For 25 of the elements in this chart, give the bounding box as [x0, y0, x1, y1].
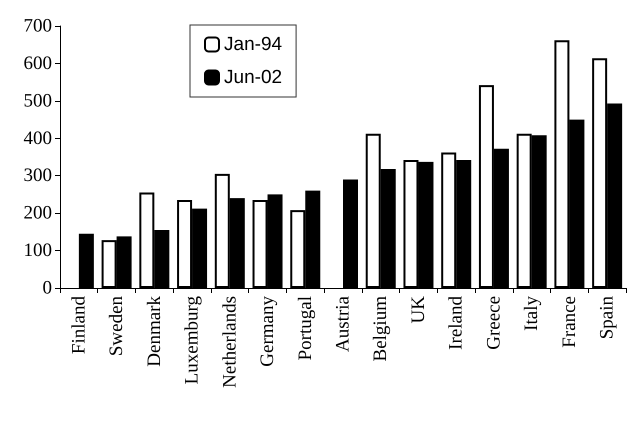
x-tick-label: Finland	[68, 296, 90, 354]
x-tick-label: Netherlands	[219, 296, 240, 388]
x-tick-label: Austria	[332, 295, 354, 352]
x-tick-label: Germany	[257, 296, 278, 367]
x-tick-label: Luxemburg	[182, 296, 203, 384]
y-tick-label: 200	[24, 202, 52, 224]
y-tick-label: 700	[24, 16, 52, 36]
x-tick-label: Spain	[596, 296, 618, 340]
x-tick-label: UK	[408, 296, 429, 324]
x-tick-label: Portugal	[294, 296, 316, 360]
legend-label: Jan-94	[224, 34, 283, 55]
x-tick-label: Greece	[483, 296, 504, 350]
legend-label: Jun-02	[224, 67, 282, 88]
y-tick-label: 0	[42, 278, 52, 298]
y-tick-label: 100	[24, 240, 52, 262]
x-tick-label: Italy	[521, 296, 542, 331]
x-tick-label: Belgium	[370, 296, 392, 362]
y-tick-label: 400	[24, 128, 52, 149]
y-tick-label: 300	[24, 165, 52, 186]
x-tick-label: France	[558, 296, 580, 348]
x-tick-label: Ireland	[446, 296, 467, 350]
y-tick-label: 500	[24, 90, 52, 112]
x-tick-label: Sweden	[106, 296, 128, 356]
y-tick-label: 600	[24, 52, 52, 74]
x-tick-label: Denmark	[144, 296, 165, 367]
